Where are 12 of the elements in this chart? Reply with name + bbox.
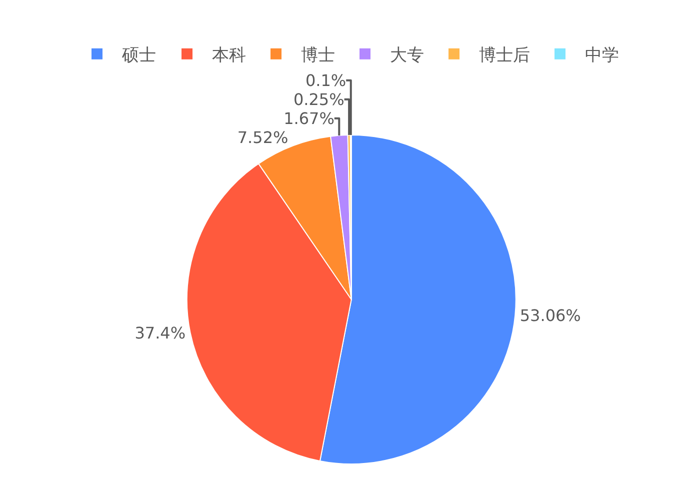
data-label: 0.1% [305,70,346,90]
data-label: 1.67% [284,108,334,128]
data-label: 37.4% [134,324,186,343]
legend-label: 中学 [585,45,619,66]
legend-label: 本科 [212,45,246,66]
data-label: 0.25% [293,90,344,109]
legend-label: 博士 [301,45,335,66]
legend-label: 大专 [390,45,424,66]
legend-label: 硕士 [121,45,156,66]
legend-label: 博士后 [479,45,530,66]
data-label: 53.06% [520,306,581,325]
data-label: 7.52% [237,128,288,147]
